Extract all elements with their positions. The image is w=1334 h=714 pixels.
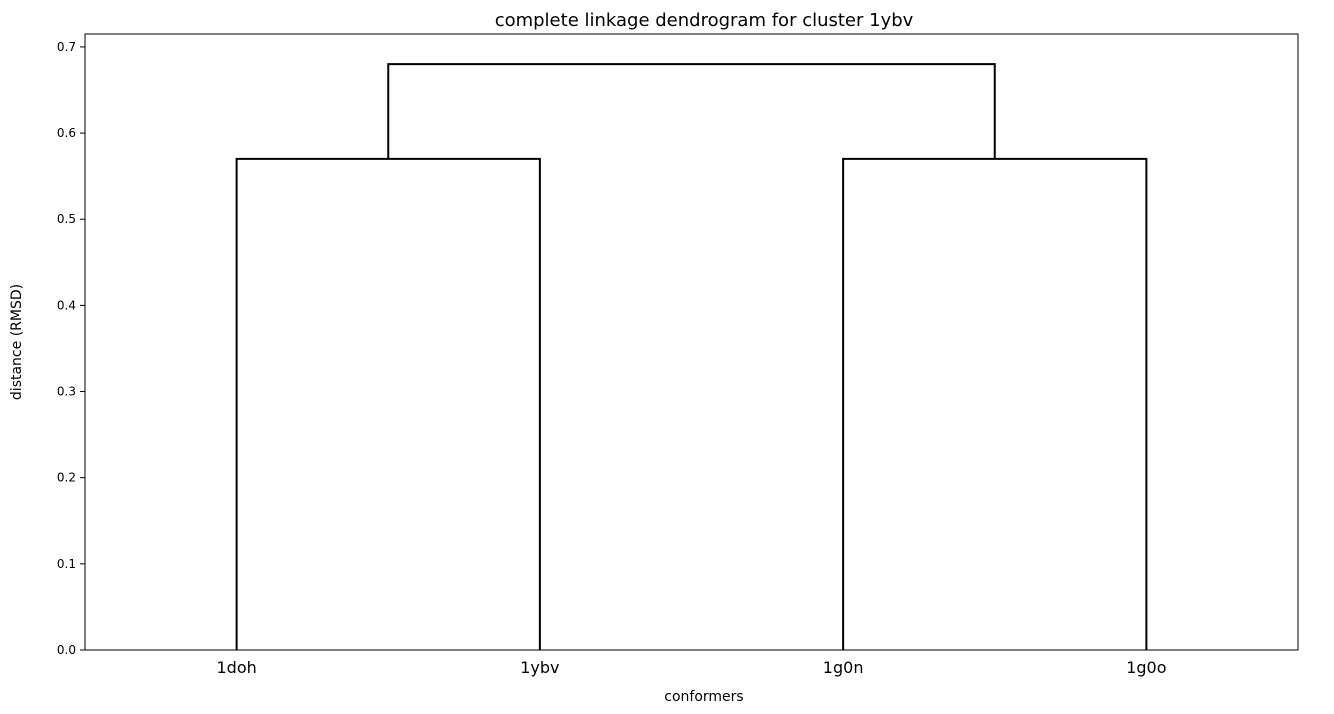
leaf-label: 1ybv	[520, 658, 559, 677]
leaf-label: 1g0o	[1126, 658, 1166, 677]
y-axis: 0.0 0.1 0.2 0.3 0.4 0.5 0.6 0.7	[57, 40, 85, 657]
y-tick-label: 0.7	[57, 40, 76, 54]
y-tick-label: 0.2	[57, 471, 76, 485]
dendrogram-links	[235, 63, 1148, 650]
leaf-label: 1g0n	[823, 658, 864, 677]
y-axis-label: distance (RMSD)	[9, 284, 25, 400]
x-axis-label: conformers	[664, 689, 743, 705]
plot-frame	[84, 33, 1299, 651]
dendrogram-link	[842, 157, 1148, 650]
y-tick-label: 0.6	[57, 126, 76, 140]
y-tick-label: 0.1	[57, 557, 76, 571]
chart-title: complete linkage dendrogram for cluster …	[495, 10, 914, 31]
dendrogram-link	[387, 63, 996, 159]
leaf-label: 1doh	[216, 658, 256, 677]
dendrogram-link	[235, 157, 541, 650]
y-tick-label: 0.0	[57, 643, 76, 657]
y-tick-label: 0.4	[57, 298, 76, 312]
y-tick-label: 0.3	[57, 385, 76, 399]
y-tick-label: 0.5	[57, 212, 76, 226]
x-axis: 1doh 1ybv 1g0n 1g0o	[216, 658, 1166, 677]
